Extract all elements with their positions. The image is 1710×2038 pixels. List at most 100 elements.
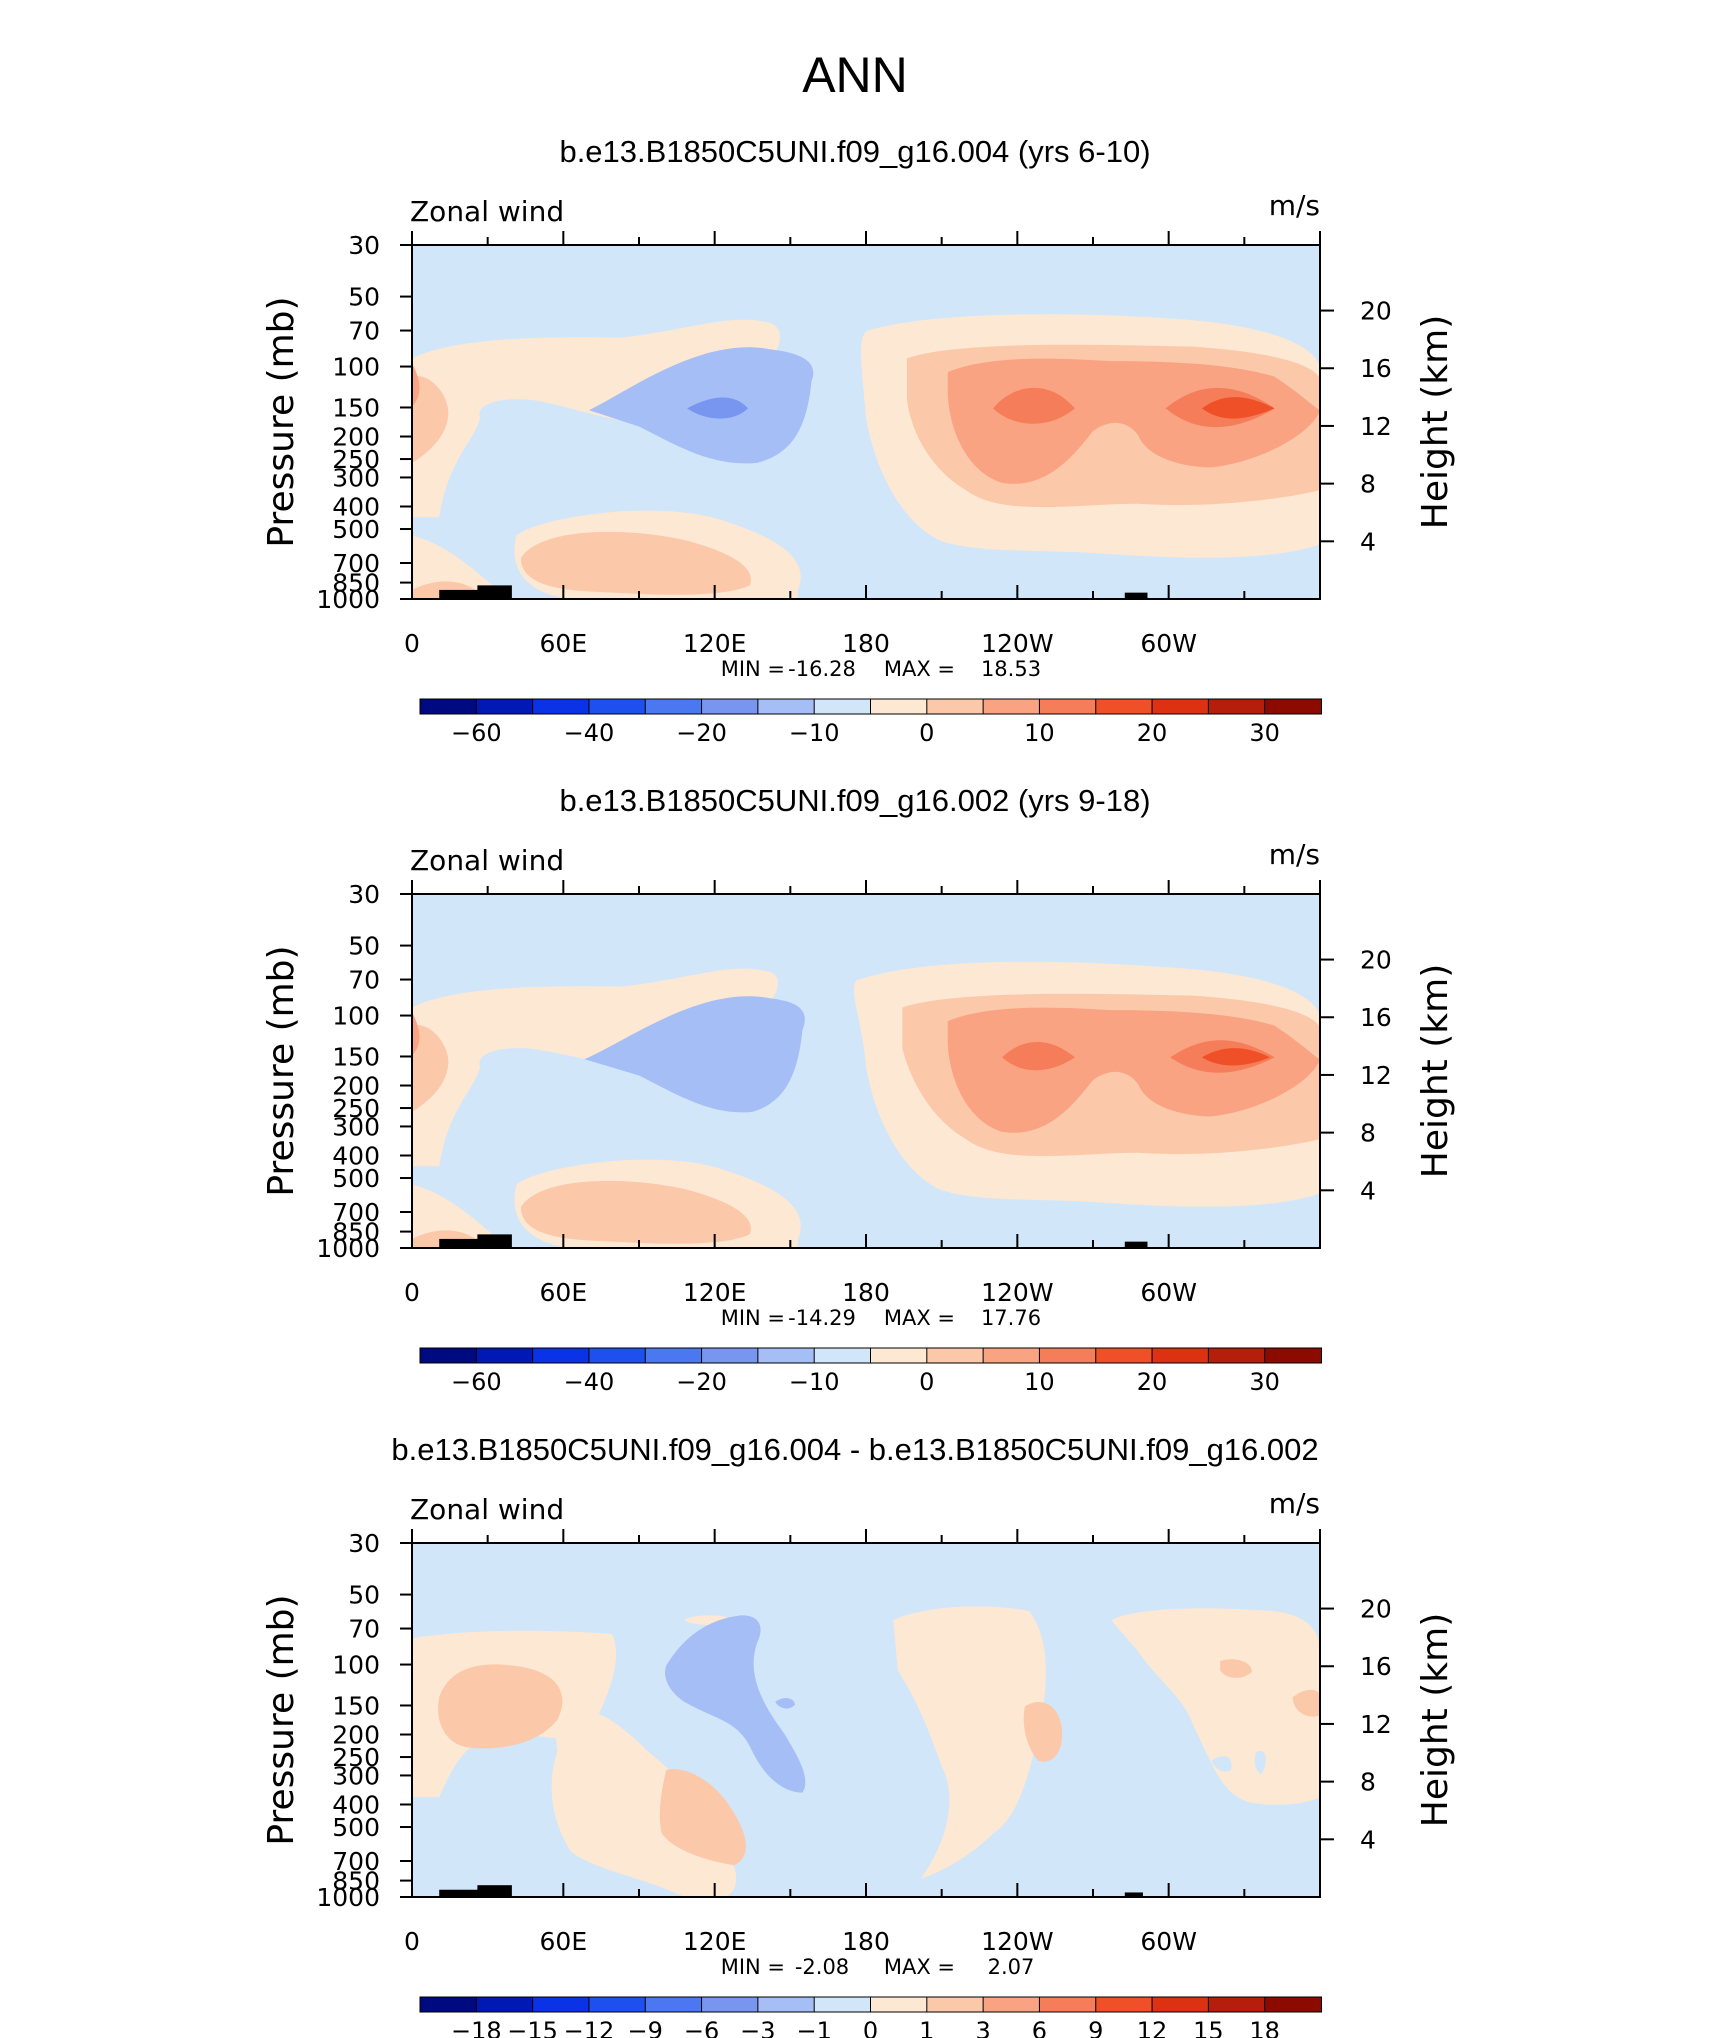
height-tick-label: 20: [1360, 297, 1392, 326]
colorbar-label: −60: [451, 719, 502, 747]
colorbar-label: 15: [1193, 2017, 1224, 2038]
colorbar-swatch: [588, 1996, 647, 2013]
colorbar-label: 30: [1249, 1368, 1280, 1396]
height-tick-label: 4: [1360, 1176, 1376, 1205]
y-tick-label: 700: [332, 549, 380, 578]
colorbar-swatch: [1038, 698, 1097, 715]
y-tick-label: 250: [332, 1743, 380, 1772]
x-tick-label: 120W: [981, 1927, 1053, 1956]
colorbar-swatch: [982, 1996, 1041, 2013]
colorbar: −18 −15 −12 −9 −6 −3 −1 0 1 3 6 9 12 15 18: [419, 1996, 1322, 2038]
y-tick-label: 850: [332, 1867, 380, 1896]
x-tick-label: 60E: [540, 629, 588, 658]
y-tick-label: 850: [332, 1218, 380, 1247]
colorbar-swatch: [532, 1347, 590, 1364]
y-tick-label: 70: [348, 317, 380, 346]
height-tick-label: 8: [1360, 1119, 1376, 1148]
colorbar-swatch: [1038, 1996, 1097, 2013]
colorbar-label: 10: [1024, 719, 1055, 747]
colorbar-label: 0: [919, 1368, 934, 1396]
units-label: m/s: [1269, 189, 1320, 222]
height-tick-label: 16: [1360, 354, 1392, 383]
y-tick-label: 30: [348, 1529, 380, 1558]
max-label: MAX =: [884, 1955, 955, 1979]
colorbar-swatch: [475, 698, 534, 715]
y-tick-label: 50: [348, 1581, 380, 1610]
x-tick-label: 120W: [981, 629, 1053, 658]
colorbar: −60 −40 −20 −10 0 10 20 30: [419, 1347, 1322, 1396]
colorbar-swatch: [1264, 698, 1322, 715]
y-tick-label: 100: [332, 1002, 380, 1031]
colorbar-swatch: [926, 1996, 985, 2013]
colorbar-label: 30: [1249, 719, 1280, 747]
colorbar-label: −20: [676, 719, 727, 747]
x-tick-label: 0: [404, 1927, 420, 1956]
colorbar-swatch: [1095, 1996, 1154, 2013]
colorbar-swatch: [757, 698, 816, 715]
x-tick-label: 60E: [540, 1927, 588, 1956]
colorbar-label: −6: [684, 2017, 719, 2038]
y-tick-label: 700: [332, 1847, 380, 1876]
colorbar-swatch: [1151, 1996, 1210, 2013]
y-tick-label: 400: [332, 1790, 380, 1819]
x-tick-label: 120W: [981, 1278, 1053, 1307]
colorbar-swatch: [813, 1996, 872, 2013]
variable-label: Zonal wind: [410, 844, 564, 877]
colorbar-swatch: [757, 1996, 816, 2013]
y-tick-label: 250: [332, 1094, 380, 1123]
colorbar-swatch: [419, 698, 478, 715]
colorbar-label: 12: [1137, 2017, 1168, 2038]
colorbar-label: −10: [789, 1368, 840, 1396]
colorbar-swatch: [1264, 1347, 1322, 1364]
y-tick-label: 100: [332, 1651, 380, 1680]
colorbar-swatch: [644, 698, 703, 715]
colorbar-swatch: [1207, 1996, 1266, 2013]
y-tick-label: 300: [332, 463, 380, 492]
y-tick-label: 70: [348, 1615, 380, 1644]
y-tick-label: 500: [332, 1164, 380, 1193]
min-value: -2.08: [795, 1955, 849, 1979]
colorbar-swatch: [926, 698, 985, 715]
y-tick-label: 1000: [316, 1883, 380, 1912]
colorbar-swatch: [1207, 1347, 1266, 1364]
height-tick-label: 20: [1360, 1595, 1392, 1624]
contour-field: [412, 245, 1320, 599]
height-tick-label: 16: [1360, 1003, 1392, 1032]
colorbar-label: 20: [1137, 719, 1168, 747]
y-axis-label-right: Height (km): [1415, 964, 1456, 1178]
colorbar-swatch: [701, 1347, 759, 1364]
colorbar-swatch: [1264, 1996, 1322, 2013]
x-tick-label: 180: [842, 1278, 890, 1307]
height-tick-label: 12: [1360, 412, 1392, 441]
y-tick-label: 1000: [316, 585, 380, 614]
y-tick-label: 400: [332, 1141, 380, 1170]
x-tick-label: 0: [404, 1278, 420, 1307]
panel-3: b.e13.B1850C5UNI.f09_g16.004 - b.e13.B18…: [261, 1432, 1456, 2038]
colorbar-swatch: [701, 698, 759, 715]
colorbar-swatch: [757, 1347, 816, 1364]
height-tick-label: 8: [1360, 470, 1376, 499]
colorbar-label: 10: [1024, 1368, 1055, 1396]
y-tick-label: 50: [348, 283, 380, 312]
colorbar-label: −3: [740, 2017, 775, 2038]
colorbar-swatch: [419, 1996, 478, 2013]
height-tick-label: 12: [1360, 1710, 1392, 1739]
y-tick-label: 150: [332, 393, 380, 422]
colorbar-label: 3: [975, 2017, 990, 2038]
colorbar-label: −15: [507, 2017, 558, 2038]
colorbar-swatch: [926, 1347, 985, 1364]
colorbar-swatch: [870, 1347, 928, 1364]
y-tick-label: 700: [332, 1198, 380, 1227]
y-tick-label: 300: [332, 1112, 380, 1141]
colorbar-label: 1: [919, 2017, 934, 2038]
variable-label: Zonal wind: [410, 1493, 564, 1526]
min-value: -14.29: [788, 1306, 856, 1330]
x-tick-label: 60W: [1140, 629, 1197, 658]
x-tick-label: 120E: [683, 1927, 747, 1956]
colorbar-swatch: [588, 698, 647, 715]
y-tick-label: 500: [332, 1813, 380, 1842]
colorbar-swatch: [1151, 698, 1210, 715]
panel-2: b.e13.B1850C5UNI.f09_g16.002 (yrs 9-18) …: [261, 783, 1456, 1396]
y-tick-label: 200: [332, 423, 380, 452]
